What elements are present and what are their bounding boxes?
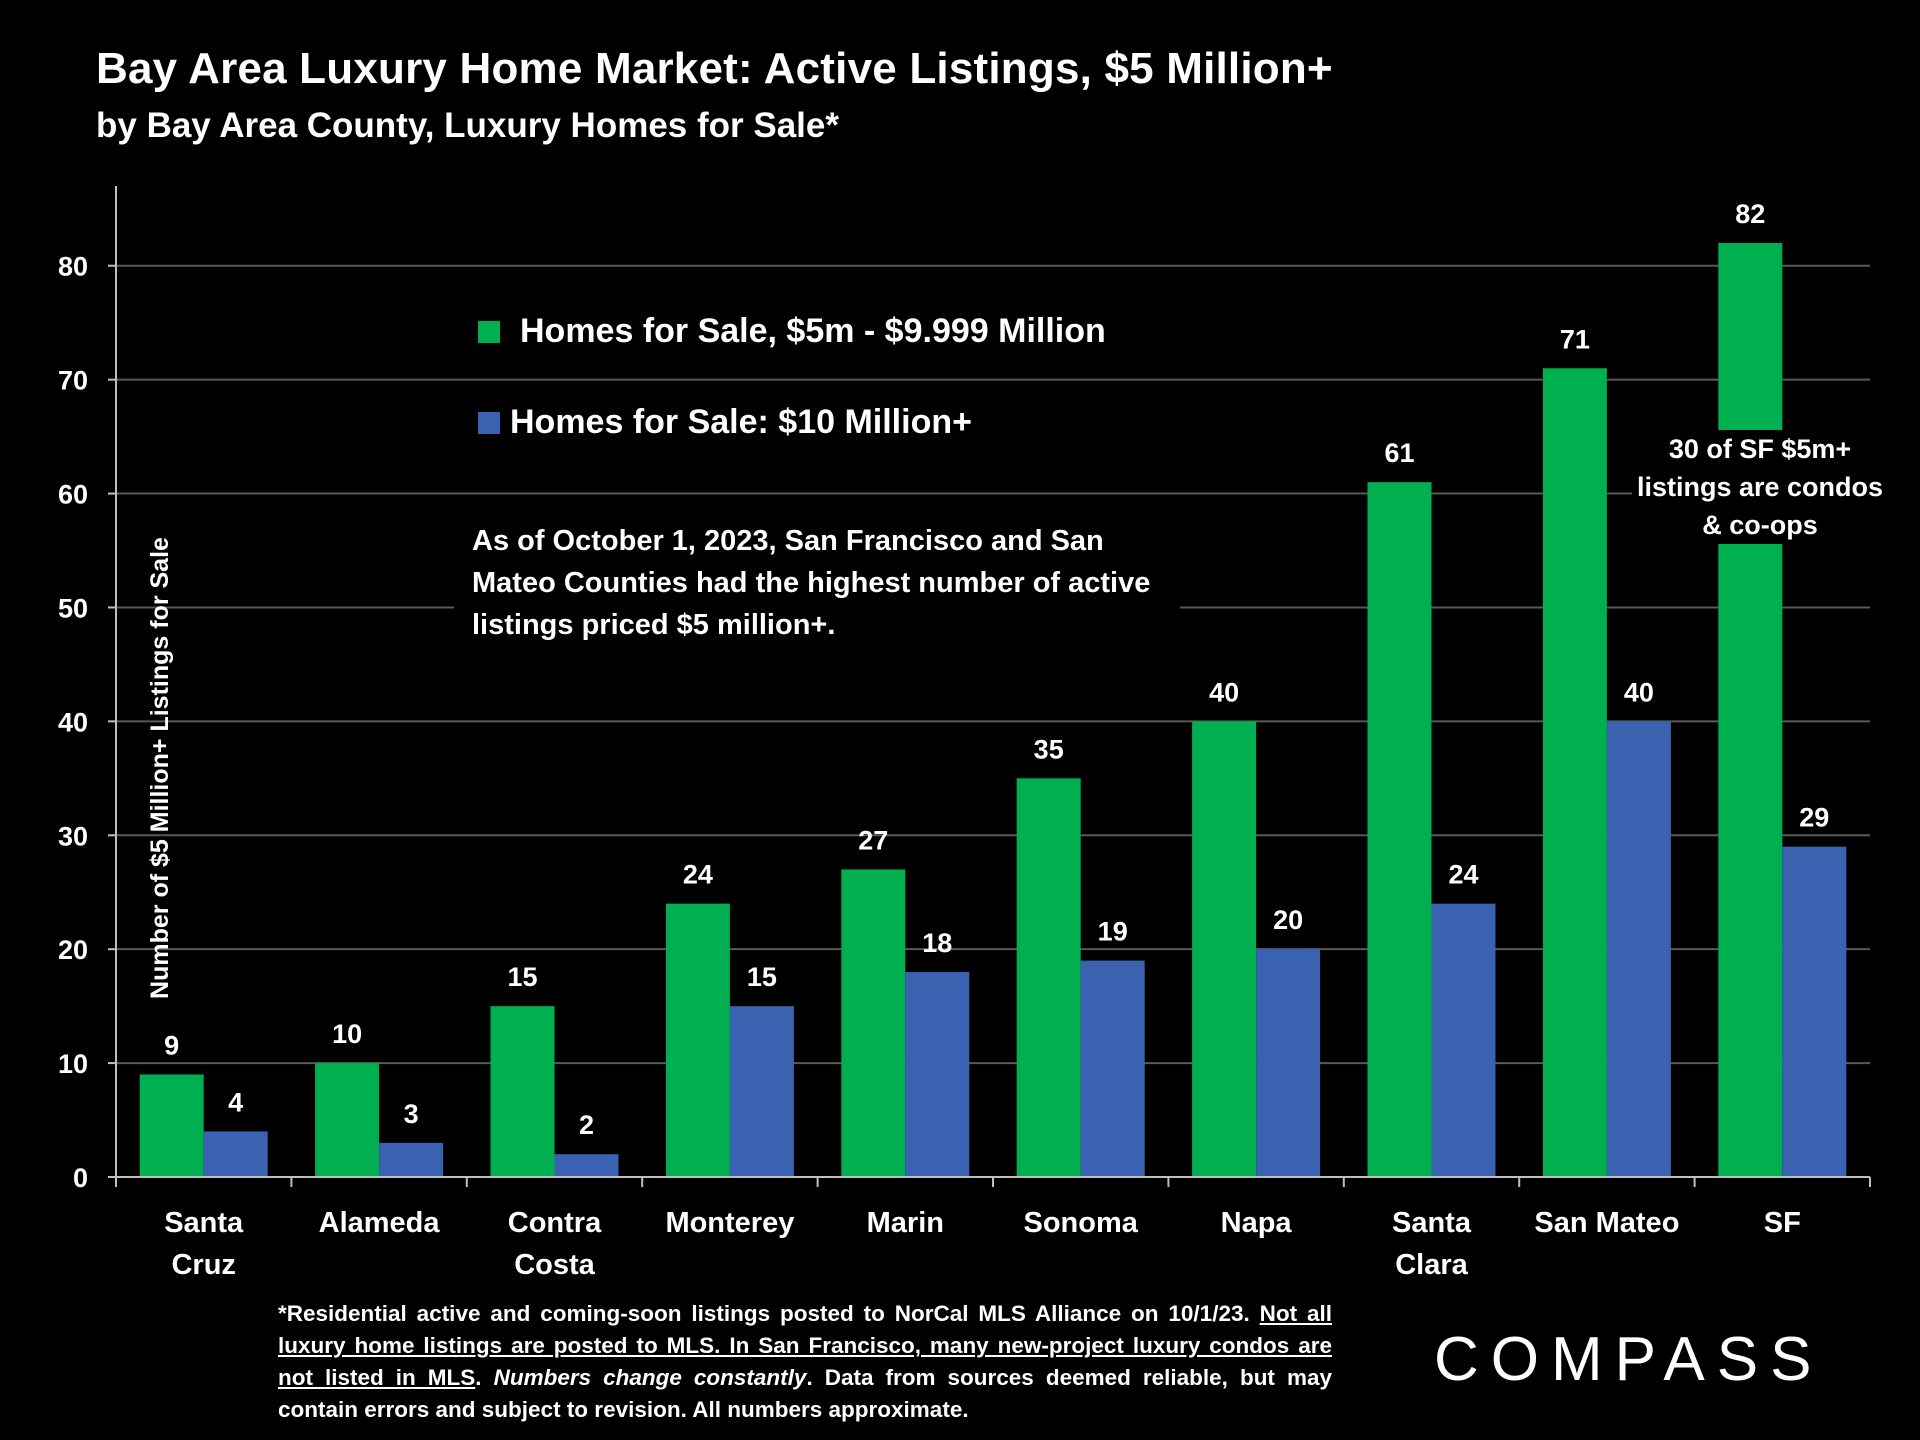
footnote-part5: . Data from sources deemed reliable, but… xyxy=(278,1365,1332,1422)
x-category-label: Santa Clara xyxy=(1392,1207,1472,1281)
data-label: 15 xyxy=(747,962,777,992)
data-label: 35 xyxy=(1034,734,1064,764)
data-label: 40 xyxy=(1209,677,1239,707)
y-tick-label: 20 xyxy=(58,935,88,965)
data-label: 2 xyxy=(579,1110,594,1140)
annotation-note: As of October 1, 2023, San Francisco and… xyxy=(454,516,1180,650)
x-category-label: Sonoma xyxy=(1023,1207,1138,1239)
x-category-label: Alameda xyxy=(319,1207,441,1239)
compass-logo: COMPASS xyxy=(1434,1325,1824,1394)
legend-swatch-green xyxy=(478,320,500,343)
bar-green xyxy=(490,1006,555,1177)
bars xyxy=(139,242,1847,1178)
bar-green xyxy=(1016,778,1081,1177)
bar-green xyxy=(139,1074,204,1177)
y-tick-label: 60 xyxy=(58,480,88,510)
y-axis-title: Number of $5 Million+ Listings for Sale xyxy=(146,537,174,999)
bar-blue xyxy=(905,971,970,1177)
data-label: 20 xyxy=(1273,905,1303,935)
bar-blue xyxy=(729,1006,794,1177)
bar-green xyxy=(841,869,906,1177)
x-category-label: Napa xyxy=(1221,1207,1293,1239)
data-label: 27 xyxy=(858,825,888,855)
bar-green xyxy=(665,903,730,1177)
data-label: 3 xyxy=(404,1099,419,1129)
legend-item-green: Homes for Sale, $5m - $9.999 Million xyxy=(478,312,1106,351)
x-category-label: San Mateo xyxy=(1534,1207,1679,1239)
data-label: 19 xyxy=(1098,917,1128,947)
bar-green xyxy=(315,1063,380,1177)
data-label: 10 xyxy=(332,1019,362,1049)
footnote: *Residential active and coming-soon list… xyxy=(278,1298,1332,1426)
data-label: 24 xyxy=(683,860,713,890)
legend-item-blue: Homes for Sale: $10 Million+ xyxy=(478,403,972,442)
y-tick-label: 80 xyxy=(58,252,88,282)
bar-green xyxy=(1367,482,1432,1178)
y-tick-label: 10 xyxy=(58,1049,88,1079)
bar-green xyxy=(1718,242,1783,1177)
data-label: 40 xyxy=(1624,677,1654,707)
y-tick-label: 40 xyxy=(58,707,88,737)
bar-blue xyxy=(1080,960,1145,1177)
labels: 0 10 20 30 40 50 60 70 80 Santa Cruz Alameda Contra C… xyxy=(58,199,1829,1281)
data-label: 15 xyxy=(507,962,537,992)
footnote-italic: Numbers change constantly xyxy=(493,1365,807,1390)
chart-subtitle: by Bay Area County, Luxury Homes for Sal… xyxy=(96,106,839,145)
chart-title: Bay Area Luxury Home Market: Active List… xyxy=(96,44,1333,93)
data-label: 18 xyxy=(922,928,952,958)
axes xyxy=(108,186,1871,1187)
x-category-label: Marin xyxy=(867,1207,944,1239)
bar-blue xyxy=(1431,903,1496,1177)
bar-blue xyxy=(1782,846,1847,1177)
legend-label-blue: Homes for Sale: $10 Million+ xyxy=(510,403,972,441)
bar-blue xyxy=(554,1154,619,1177)
sf-condo-annotation: 30 of SF $5m+ listings are condos & co-o… xyxy=(1632,430,1888,544)
x-category-label: Monterey xyxy=(665,1207,794,1239)
data-label: 61 xyxy=(1384,438,1414,468)
legend-label-green: Homes for Sale, $5m - $9.999 Million xyxy=(520,312,1106,350)
data-label: 29 xyxy=(1799,803,1829,833)
bar-blue xyxy=(379,1142,444,1177)
bar-green xyxy=(1192,721,1257,1177)
bar-blue xyxy=(1256,949,1321,1177)
data-label: 4 xyxy=(228,1087,243,1117)
x-category-label: SF xyxy=(1764,1207,1801,1239)
data-label: 9 xyxy=(164,1030,179,1060)
data-label: 24 xyxy=(1448,860,1478,890)
legend-swatch-blue xyxy=(478,411,500,434)
bar-green xyxy=(1542,368,1607,1177)
y-tick-label: 70 xyxy=(58,366,88,396)
footnote-part1: *Residential active and coming-soon list… xyxy=(278,1301,1260,1326)
x-category-label: Contra Costa xyxy=(508,1207,602,1281)
footnote-part3: . xyxy=(475,1365,494,1390)
y-tick-label: 0 xyxy=(73,1163,88,1193)
bar-blue xyxy=(203,1131,268,1177)
data-label: 82 xyxy=(1735,199,1765,229)
footnote-underlined: Not all luxury home listings are posted … xyxy=(278,1301,1332,1390)
bar-blue xyxy=(1606,721,1671,1177)
data-label: 71 xyxy=(1560,324,1590,354)
y-tick-label: 30 xyxy=(58,821,88,851)
x-category-label: Santa Cruz xyxy=(164,1207,244,1281)
y-tick-label: 50 xyxy=(58,593,88,623)
